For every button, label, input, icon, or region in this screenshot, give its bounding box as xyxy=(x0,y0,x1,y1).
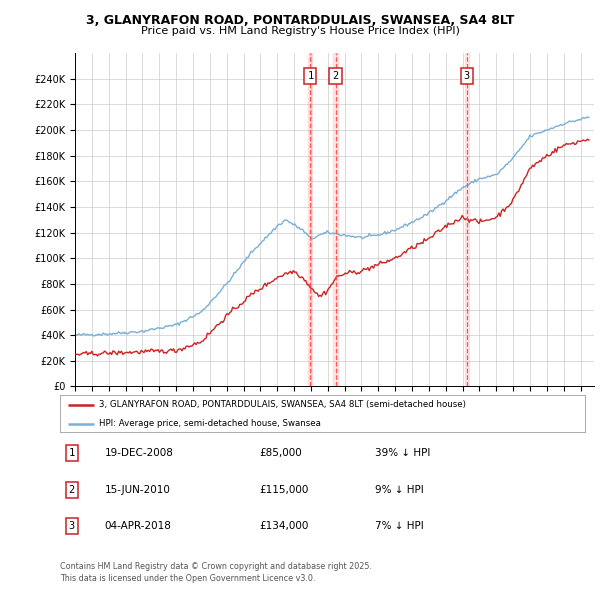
Text: 1: 1 xyxy=(307,71,314,81)
Text: 1: 1 xyxy=(68,448,74,458)
Text: 04-APR-2018: 04-APR-2018 xyxy=(104,522,172,531)
Text: Price paid vs. HM Land Registry's House Price Index (HPI): Price paid vs. HM Land Registry's House … xyxy=(140,26,460,35)
Text: 15-JUN-2010: 15-JUN-2010 xyxy=(104,485,170,494)
Text: HPI: Average price, semi-detached house, Swansea: HPI: Average price, semi-detached house,… xyxy=(100,419,321,428)
Text: 2: 2 xyxy=(68,485,74,494)
Bar xyxy=(308,53,313,386)
Text: 9% ↓ HPI: 9% ↓ HPI xyxy=(375,485,424,494)
Text: 2: 2 xyxy=(332,71,338,81)
Bar xyxy=(334,53,338,386)
Bar xyxy=(465,53,469,386)
Text: 7% ↓ HPI: 7% ↓ HPI xyxy=(375,522,424,531)
Text: 19-DEC-2008: 19-DEC-2008 xyxy=(104,448,173,458)
Text: £134,000: £134,000 xyxy=(260,522,309,531)
Text: Contains HM Land Registry data © Crown copyright and database right 2025.
This d: Contains HM Land Registry data © Crown c… xyxy=(60,562,372,583)
Text: 3: 3 xyxy=(464,71,470,81)
Text: £115,000: £115,000 xyxy=(260,485,309,494)
Text: 39% ↓ HPI: 39% ↓ HPI xyxy=(375,448,430,458)
Text: 3: 3 xyxy=(68,522,74,531)
Text: 3, GLANYRAFON ROAD, PONTARDDULAIS, SWANSEA, SA4 8LT (semi-detached house): 3, GLANYRAFON ROAD, PONTARDDULAIS, SWANS… xyxy=(100,400,466,409)
Text: 3, GLANYRAFON ROAD, PONTARDDULAIS, SWANSEA, SA4 8LT: 3, GLANYRAFON ROAD, PONTARDDULAIS, SWANS… xyxy=(86,14,514,27)
Text: £85,000: £85,000 xyxy=(260,448,302,458)
